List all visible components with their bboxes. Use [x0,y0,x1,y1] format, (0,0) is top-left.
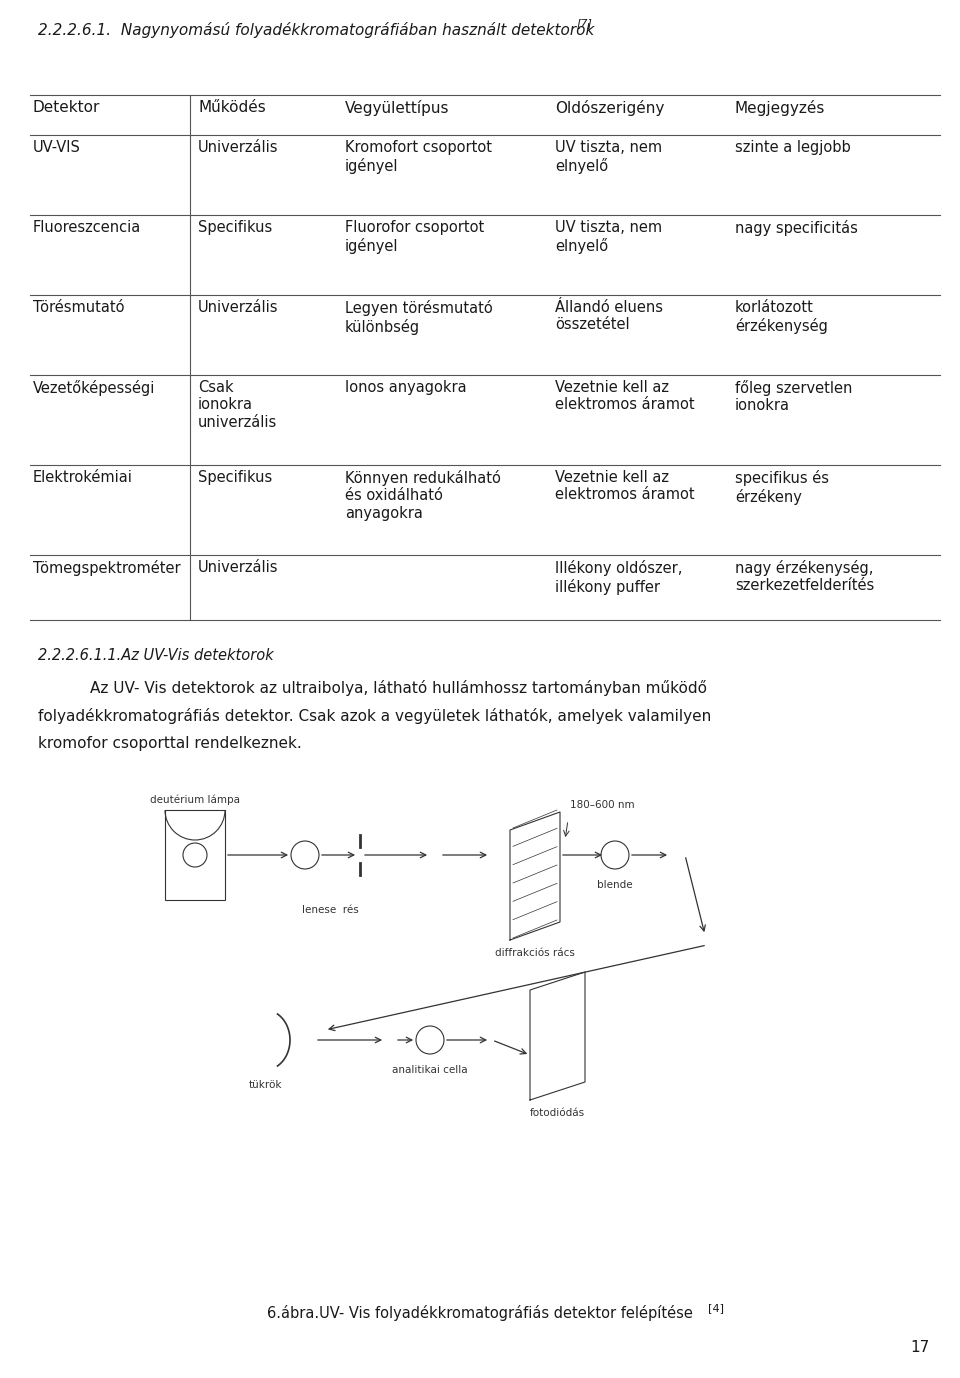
Bar [165,810,225,900]
Text: analitikai cella: analitikai cella [393,1065,468,1075]
Text: Fluorofor csoportot
igényel: Fluorofor csoportot igényel [345,220,484,254]
Text: főleg szervetlen
ionokra: főleg szervetlen ionokra [735,380,852,413]
Text: Vezetnie kell az
elektromos áramot: Vezetnie kell az elektromos áramot [555,380,695,412]
Text: Kromofort csoportot
igényel: Kromofort csoportot igényel [345,141,492,174]
Text: Univerzális: Univerzális [198,559,278,575]
Text: tükrök: tükrök [249,1080,281,1090]
Text: 6.ábra.UV- Vis folyadékkromatográfiás detektor felépítése: 6.ábra.UV- Vis folyadékkromatográfiás de… [267,1305,693,1322]
Text: Ionos anyagokra: Ionos anyagokra [345,380,467,395]
Text: Legyen törésmutató
különbség: Legyen törésmutató különbség [345,300,492,335]
Text: Működés: Működés [198,101,266,114]
Text: Univerzális: Univerzális [198,300,278,316]
Text: diffrakciós rács: diffrakciós rács [495,948,575,958]
Text: nagy specificitás: nagy specificitás [735,220,858,236]
Text: lenese  rés: lenese rés [301,905,358,915]
Text: Állandó eluens
összetétel: Állandó eluens összetétel [555,300,663,332]
Text: Specifikus: Specifikus [198,470,273,485]
Text: Illékony oldószer,
illékony puffer: Illékony oldószer, illékony puffer [555,559,683,594]
Text: korlátozott
érzékenység: korlátozott érzékenység [735,300,828,333]
Text: [7]: [7] [577,18,593,28]
Text: Könnyen redukálható
és oxidálható
anyagokra: Könnyen redukálható és oxidálható anyago… [345,470,501,521]
Text: 17: 17 [911,1339,930,1355]
Text: nagy érzékenység,
szerkezetfelderítés: nagy érzékenység, szerkezetfelderítés [735,559,875,594]
Text: Oldószerigény: Oldószerigény [555,101,664,116]
Text: Törésmutató: Törésmutató [33,300,125,316]
Text: Tömegspektrométer: Tömegspektrométer [33,559,180,576]
Text: [4]: [4] [708,1304,724,1313]
Text: Vezetőképességi: Vezetőképességi [33,380,156,395]
Text: UV-VIS: UV-VIS [33,141,81,154]
Text: Specifikus: Specifikus [198,220,273,236]
Text: 180–600 nm: 180–600 nm [570,801,635,810]
Text: Csak
ionokra
univerzális: Csak ionokra univerzális [198,380,277,430]
Text: Az UV- Vis detektorok az ultraibolya, látható hullámhossz tartományban működő: Az UV- Vis detektorok az ultraibolya, lá… [90,679,707,696]
Text: deutérium lámpa: deutérium lámpa [150,795,240,805]
Text: szinte a legjobb: szinte a legjobb [735,141,851,154]
Text: fotodiódás: fotodiódás [530,1108,585,1118]
Text: 2.2.2.6.1.  Nagynyomású folyadékkromatográfiában használt detektorok: 2.2.2.6.1. Nagynyomású folyadékkromatogr… [38,22,594,39]
Text: specifikus és
érzékeny: specifikus és érzékeny [735,470,829,504]
Text: UV tiszta, nem
elnyelő: UV tiszta, nem elnyelő [555,141,662,174]
Text: Detektor: Detektor [33,101,101,114]
Text: Vegyülettípus: Vegyülettípus [345,101,449,116]
Text: 2.2.2.6.1.1.Az UV-Vis detektorok: 2.2.2.6.1.1.Az UV-Vis detektorok [38,648,274,663]
Text: Vezetnie kell az
elektromos áramot: Vezetnie kell az elektromos áramot [555,470,695,503]
Text: kromofor csoporttal rendelkeznek.: kromofor csoporttal rendelkeznek. [38,736,301,751]
Text: Elektrokémiai: Elektrokémiai [33,470,132,485]
Text: Univerzális: Univerzális [198,141,278,154]
Text: Megjegyzés: Megjegyzés [735,101,826,116]
Text: blende: blende [597,881,633,890]
Text: folyadékkromatográfiás detektor. Csak azok a vegyületek láthatók, amelyek valami: folyadékkromatográfiás detektor. Csak az… [38,708,711,723]
Text: Fluoreszcencia: Fluoreszcencia [33,220,141,236]
Text: UV tiszta, nem
elnyelő: UV tiszta, nem elnyelő [555,220,662,254]
